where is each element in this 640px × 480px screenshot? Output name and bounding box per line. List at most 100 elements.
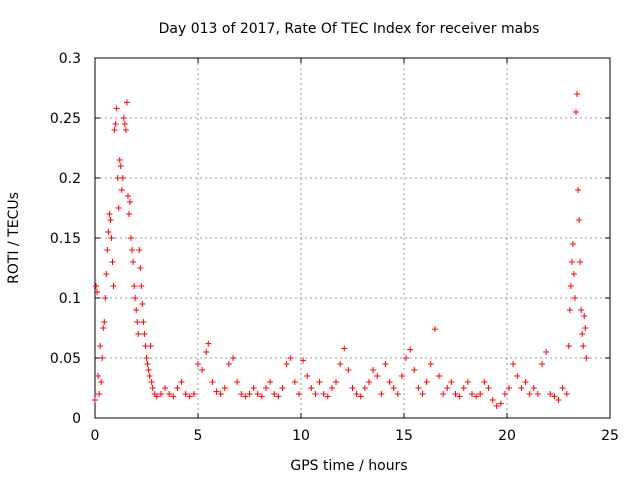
data-point-plus-marker [271, 391, 278, 397]
data-point-plus-marker [146, 373, 153, 379]
data-point-plus-marker [128, 235, 135, 241]
data-point-plus-marker [267, 379, 274, 385]
y-tick-label: 0.3 [59, 51, 81, 67]
data-point-plus-marker [106, 211, 113, 217]
data-point-plus-marker [107, 217, 114, 223]
data-point-plus-marker [403, 355, 410, 361]
data-point-plus-marker [283, 361, 290, 367]
data-point-plus-marker [295, 391, 302, 397]
data-point-plus-marker [125, 211, 132, 217]
x-axis-label: GPS time / hours [290, 458, 407, 474]
data-point-plus-marker [234, 379, 241, 385]
data-point-plus-marker [141, 331, 148, 337]
data-point-plus-marker [468, 391, 475, 397]
data-point-plus-marker [573, 109, 580, 115]
x-tick-label: 15 [395, 428, 413, 444]
data-point-plus-marker [555, 397, 562, 403]
data-point-plus-marker [145, 367, 152, 373]
data-point-plus-marker [93, 283, 100, 289]
data-point-plus-marker [162, 385, 169, 391]
data-point-plus-marker [275, 393, 282, 400]
data-point-plus-marker [574, 91, 581, 97]
data-point-plus-marker [427, 361, 434, 367]
data-point-plus-marker [136, 247, 143, 253]
data-point-plus-marker [345, 367, 352, 373]
data-point-plus-marker [209, 379, 216, 385]
data-point-plus-marker [477, 391, 484, 397]
data-point-plus-marker [337, 361, 344, 367]
data-point-plus-marker [170, 393, 177, 400]
data-point-plus-marker [242, 393, 249, 400]
data-point-plus-marker [110, 283, 117, 289]
data-point-plus-marker [300, 357, 307, 364]
data-point-plus-marker [205, 340, 212, 347]
data-point-plus-marker [119, 175, 126, 181]
data-point-plus-marker [444, 385, 451, 391]
data-point-plus-marker [96, 391, 103, 397]
data-point-plus-marker [186, 393, 193, 400]
data-point-plus-marker [415, 385, 422, 391]
data-point-plus-marker [518, 385, 525, 391]
data-point-plus-marker [569, 241, 576, 247]
data-point-plus-marker [578, 307, 585, 313]
data-point-plus-marker [166, 391, 173, 397]
data-point-plus-marker [143, 355, 150, 361]
data-point-plus-marker [582, 325, 589, 331]
data-point-plus-marker [464, 379, 471, 385]
data-point-plus-marker [127, 199, 134, 205]
data-point-plus-marker [123, 99, 130, 106]
y-tick-label: 0 [72, 411, 81, 427]
data-point-plus-marker [308, 385, 315, 391]
x-tick-label: 20 [498, 428, 516, 444]
data-point-plus-marker [583, 355, 590, 361]
data-point-plus-marker [129, 247, 136, 253]
data-point-plus-marker [328, 385, 335, 391]
data-point-plus-marker [567, 283, 574, 289]
data-point-plus-marker [133, 307, 140, 313]
data-point-plus-marker [382, 361, 389, 367]
chart-title: Day 013 of 2017, Rate Of TEC Index for r… [159, 21, 540, 37]
data-point-plus-marker [113, 105, 120, 112]
data-point-plus-marker [144, 361, 151, 367]
data-point-plus-marker [111, 127, 118, 133]
axis-layer: 0 5 10 15 20 25 0 0.05 0.1 0.15 0.2 0.25 0.3 [50, 51, 619, 444]
data-point-plus-marker [135, 331, 142, 337]
data-point-plus-marker [109, 259, 116, 265]
data-point-plus-marker [142, 343, 149, 349]
data-point-plus-marker [374, 373, 381, 379]
data-point-plus-marker [100, 325, 107, 331]
data-point-plus-marker [448, 379, 455, 385]
data-point-plus-marker [97, 343, 104, 349]
data-point-plus-marker [203, 349, 210, 355]
data-point-plus-marker [539, 361, 546, 367]
data-point-plus-marker [365, 379, 372, 385]
data-point-plus-marker [530, 385, 537, 391]
data-point-plus-marker [279, 385, 286, 391]
data-point-plus-marker [103, 271, 110, 277]
data-point-plus-marker [304, 373, 311, 379]
data-point-plus-marker [157, 391, 164, 397]
data-point-plus-marker [182, 391, 189, 397]
y-axis-label: ROTI / TECUs [6, 192, 22, 284]
points-layer [92, 91, 590, 409]
data-point-plus-marker [514, 373, 521, 379]
data-point-plus-marker [99, 355, 106, 361]
data-point-plus-marker [92, 397, 98, 403]
data-point-plus-marker [148, 379, 155, 385]
data-point-plus-marker [579, 331, 586, 337]
data-point-plus-marker [324, 393, 331, 400]
x-tick-label: 0 [91, 428, 100, 444]
data-point-plus-marker [138, 283, 145, 289]
data-point-plus-marker [225, 361, 232, 367]
data-point-plus-marker [522, 379, 529, 385]
data-point-plus-marker [320, 391, 327, 397]
data-point-plus-marker [258, 393, 265, 400]
data-point-plus-marker [341, 345, 348, 352]
data-point-plus-marker [394, 391, 401, 397]
data-point-plus-marker [440, 391, 447, 397]
data-point-plus-marker [563, 391, 570, 397]
data-point-plus-marker [291, 379, 298, 385]
data-point-plus-marker [115, 205, 122, 211]
data-point-plus-marker [551, 393, 558, 400]
